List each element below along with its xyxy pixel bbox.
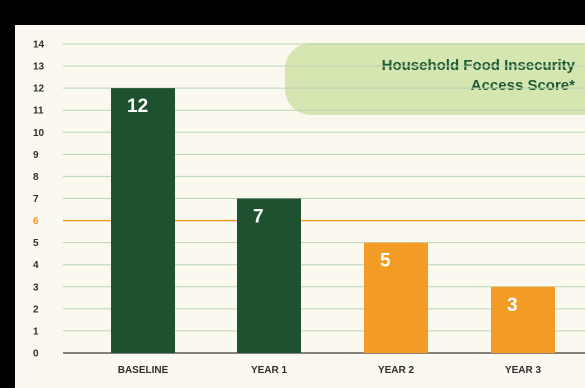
y-tick-label: 13 [33, 62, 45, 73]
y-tick-label: 11 [33, 106, 44, 117]
data-label: 7 [253, 207, 264, 228]
y-tick-label: 9 [33, 150, 39, 161]
category-label: BASELINE [118, 365, 169, 376]
title-layer: Household Food Insecurity Access Score* [285, 43, 585, 115]
bar [364, 242, 428, 353]
chart-card: Household Food Insecurity Access Score* 0… [15, 25, 585, 388]
category-label: YEAR 1 [251, 365, 288, 376]
y-tick-label: 5 [33, 238, 39, 249]
bars [111, 88, 555, 353]
data-label: 12 [127, 96, 148, 117]
y-tick-label: 2 [33, 304, 39, 315]
bar [111, 88, 175, 353]
y-tick-label: 1 [33, 326, 39, 337]
category-label: YEAR 2 [378, 365, 415, 376]
chart-title-line: Access Score* [471, 77, 575, 94]
bar [491, 286, 555, 353]
y-tick-label: 4 [33, 260, 39, 271]
y-tick-label: 6 [33, 216, 39, 227]
y-tick-label: 3 [33, 282, 39, 293]
chart-title-line: Household Food Insecurity [382, 57, 576, 74]
y-tick-label: 0 [33, 349, 39, 360]
data-label: 5 [380, 251, 391, 272]
data-label: 3 [507, 295, 518, 316]
bar [237, 198, 301, 353]
title-box [285, 43, 585, 115]
category-label: YEAR 3 [505, 365, 542, 376]
y-tick-label: 10 [33, 128, 45, 139]
y-tick-label: 12 [33, 84, 45, 95]
y-tick-label: 8 [33, 172, 39, 183]
bar-chart: Household Food Insecurity Access Score* 0… [33, 40, 585, 377]
y-tick-label: 14 [33, 40, 45, 51]
y-tick-label: 7 [33, 194, 39, 205]
